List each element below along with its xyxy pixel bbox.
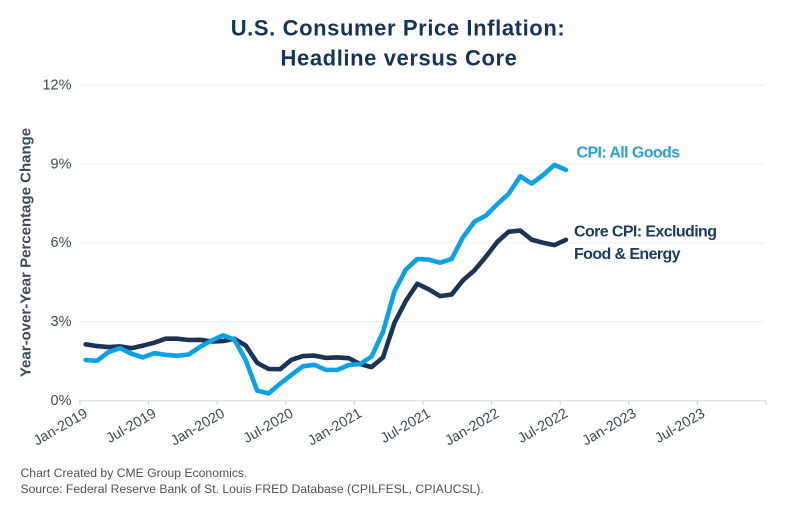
svg-text:Source: Federal Reserve Bank o: Source: Federal Reserve Bank of St. Loui… xyxy=(21,482,484,496)
svg-text:CPI: All Goods: CPI: All Goods xyxy=(577,144,681,161)
svg-text:Food & Energy: Food & Energy xyxy=(574,246,681,263)
svg-text:6%: 6% xyxy=(51,235,72,251)
svg-text:Chart Created by CME Group Eco: Chart Created by CME Group Economics. xyxy=(21,466,248,480)
svg-text:9%: 9% xyxy=(51,156,72,172)
svg-text:0%: 0% xyxy=(51,393,72,409)
svg-text:3%: 3% xyxy=(51,314,72,330)
svg-text:Core CPI: Excluding: Core CPI: Excluding xyxy=(574,224,716,241)
svg-text:Year-over-Year Percentage Chan: Year-over-Year Percentage Change xyxy=(17,128,34,377)
svg-text:Headline versus Core: Headline versus Core xyxy=(281,46,518,71)
svg-text:12%: 12% xyxy=(42,77,71,93)
svg-text:U.S. Consumer Price Inflation:: U.S. Consumer Price Inflation: xyxy=(231,16,566,41)
